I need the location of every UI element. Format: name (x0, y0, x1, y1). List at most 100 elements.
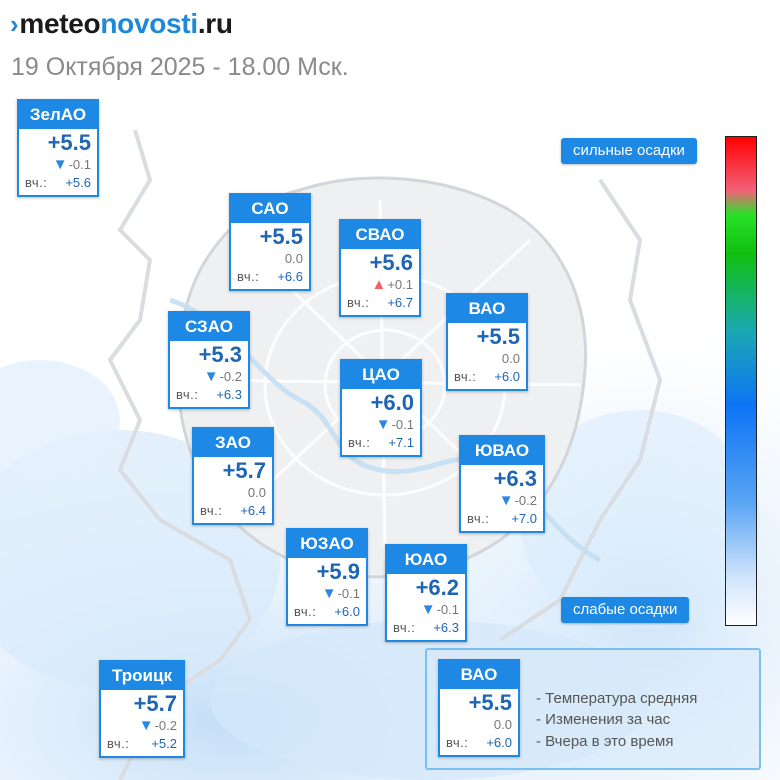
yesterday-row: вч.: +6.0 (446, 735, 512, 751)
triangle-down-icon: ▼ (138, 717, 154, 734)
logo-text-accent: novosti (100, 8, 198, 39)
yesterday-value: +5.6 (65, 175, 91, 190)
yesterday-label: вч.: (446, 735, 469, 750)
yesterday-label: вч.: (467, 511, 490, 526)
yesterday-label: вч.: (25, 175, 48, 190)
yesterday-row: вч.: +6.3 (176, 387, 242, 403)
brand-arrows-icon: › (10, 9, 19, 39)
hourly-change-value: 0.0 (284, 251, 303, 266)
yesterday-value: +7.1 (388, 435, 414, 450)
district-name: ЗАО (194, 429, 272, 457)
hourly-change-value: -0.1 (391, 417, 414, 432)
hourly-change-value: -0.2 (219, 369, 242, 384)
yesterday-value: +7.0 (511, 511, 537, 526)
district-card-zelao: ЗелАО +5.5 ▼-0.1 вч.: +5.6 (17, 99, 99, 197)
yesterday-row: вч.: +7.1 (348, 435, 414, 451)
triangle-down-icon: ▼ (375, 416, 391, 433)
yesterday-value: +6.4 (240, 503, 266, 518)
yesterday-row: вч.: +6.6 (237, 269, 303, 285)
district-card-yuzao: ЮЗАО +5.9 ▼-0.1 вч.: +6.0 (286, 528, 368, 626)
district-card-yuvao: ЮВАО +6.3 ▼-0.2 вч.: +7.0 (459, 435, 545, 533)
yesterday-label: вч.: (107, 736, 130, 751)
report-datetime: 19 Октября 2025 - 18.00 Мск. (11, 53, 349, 81)
yesterday-value: +5.2 (151, 736, 177, 751)
temperature-value: +6.3 (493, 466, 537, 491)
triangle-up-icon: ▲ (371, 276, 387, 293)
district-card-szao: СЗАО +5.3 ▼-0.2 вч.: +6.3 (168, 311, 250, 409)
yesterday-label: вч.: (348, 435, 371, 450)
hourly-change: 0.0 (248, 485, 266, 501)
yesterday-value: +6.7 (387, 295, 413, 310)
hourly-change-value: -0.2 (154, 718, 177, 733)
yesterday-value: +6.0 (334, 604, 360, 619)
yesterday-label: вч.: (294, 604, 317, 619)
district-name: Троицк (101, 662, 183, 690)
triangle-down-icon: ▼ (498, 492, 514, 509)
legend-sample-card: ВАО +5.5 0.0 вч.: +6.0 (438, 659, 520, 757)
hourly-change-value: -0.1 (337, 586, 360, 601)
hourly-change-value: -0.1 (68, 157, 91, 172)
district-card-yuao: ЮАО +6.2 ▼-0.1 вч.: +6.3 (385, 544, 467, 642)
hourly-change: ▼-0.1 (376, 417, 414, 433)
temperature-value: +5.5 (259, 224, 303, 249)
district-name: ВАО (440, 661, 518, 689)
yesterday-row: вч.: +6.0 (454, 369, 520, 385)
yesterday-label: вч.: (237, 269, 260, 284)
precip-cell (520, 410, 760, 630)
hourly-change: ▲+0.1 (371, 277, 413, 293)
temperature-value: +5.7 (133, 691, 177, 716)
hourly-change-value: 0.0 (501, 351, 520, 366)
temperature-value: +5.3 (198, 342, 242, 367)
district-card-sao: САО +5.5 0.0 вч.: +6.6 (229, 193, 311, 291)
district-name: ЮАО (387, 546, 465, 574)
district-name: СЗАО (170, 313, 248, 341)
hourly-change-value: -0.1 (436, 602, 459, 617)
yesterday-row: вч.: +6.7 (347, 295, 413, 311)
yesterday-label: вч.: (200, 503, 223, 518)
yesterday-row: вч.: +7.0 (467, 511, 537, 527)
hourly-change: 0.0 (285, 251, 303, 267)
district-card-svao: СВАО +5.6 ▲+0.1 вч.: +6.7 (339, 219, 421, 317)
district-name: САО (231, 195, 309, 223)
region-boundary (107, 129, 663, 780)
yesterday-value: +6.0 (494, 369, 520, 384)
district-name: ЮЗАО (288, 530, 366, 558)
yesterday-value: +6.3 (433, 620, 459, 635)
legend-item-average-temp: - Температура средняя (536, 690, 698, 707)
yesterday-label: вч.: (347, 295, 370, 310)
hourly-change: 0.0 (494, 717, 512, 733)
yesterday-value: +6.6 (277, 269, 303, 284)
district-name: ВАО (448, 295, 526, 323)
yesterday-row: вч.: +5.6 (25, 175, 91, 191)
scale-label-light: слабые осадки (561, 597, 690, 623)
hourly-change: ▼-0.2 (499, 493, 537, 509)
district-name: ЗелАО (19, 101, 97, 129)
temperature-value: +5.5 (468, 690, 512, 715)
yesterday-row: вч.: +6.3 (393, 620, 459, 636)
district-name: СВАО (341, 221, 419, 249)
triangle-down-icon: ▼ (52, 156, 68, 173)
district-name: ЦАО (342, 361, 420, 389)
hourly-change-value: 0.0 (247, 485, 266, 500)
temperature-value: +5.5 (47, 130, 91, 155)
yesterday-row: вч.: +6.0 (294, 604, 360, 620)
triangle-down-icon: ▼ (321, 585, 337, 602)
temperature-value: +5.5 (476, 324, 520, 349)
hourly-change: ▼-0.1 (53, 157, 91, 173)
hourly-change: ▼-0.2 (139, 718, 177, 734)
temperature-value: +6.2 (415, 575, 459, 600)
district-card-vao: ВАО +5.5 0.0 вч.: +6.0 (446, 293, 528, 391)
yesterday-value: +6.0 (486, 735, 512, 750)
site-logo[interactable]: ›meteonovosti.ru (10, 6, 233, 42)
precipitation-scale-bar (725, 136, 757, 626)
legend-item-yesterday: - Вчера в это время (536, 733, 674, 750)
logo-text-main: meteo (19, 8, 101, 39)
triangle-down-icon: ▼ (203, 368, 219, 385)
scale-label-heavy: сильные осадки (561, 138, 697, 164)
district-card-troitsk: Троицк +5.7 ▼-0.2 вч.: +5.2 (99, 660, 185, 758)
yesterday-label: вч.: (454, 369, 477, 384)
hourly-change: 0.0 (502, 351, 520, 367)
hourly-change: ▼-0.1 (421, 602, 459, 618)
temperature-value: +5.9 (316, 559, 360, 584)
hourly-change-value: -0.2 (514, 493, 537, 508)
